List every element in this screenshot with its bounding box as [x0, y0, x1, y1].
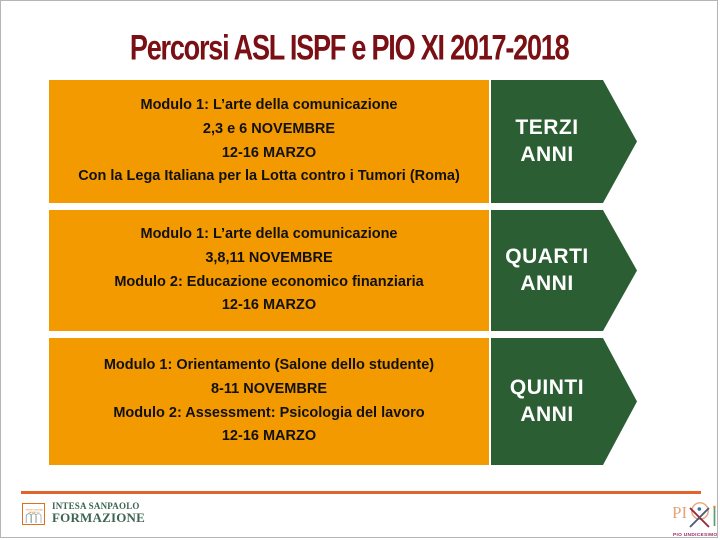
svg-text:SANPAOLO: SANPAOLO [28, 511, 40, 514]
svg-text:PI: PI [673, 503, 687, 522]
